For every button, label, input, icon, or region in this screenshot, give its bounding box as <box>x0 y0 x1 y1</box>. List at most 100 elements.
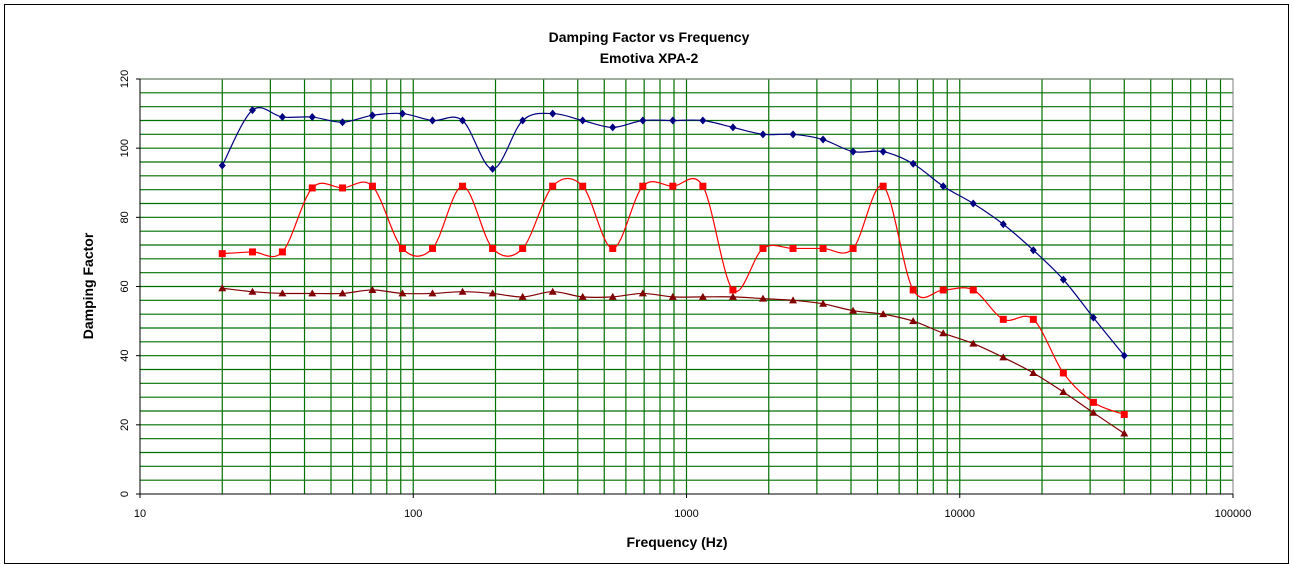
data-point-square <box>428 244 436 252</box>
data-point-triangle <box>518 292 527 300</box>
chart-title: Damping Factor vs Frequency <box>549 29 750 45</box>
data-point-square <box>368 182 376 190</box>
data-point-square <box>969 286 977 294</box>
data-point-diamond <box>909 159 917 168</box>
data-point-triangle <box>909 317 918 325</box>
y-tick-label: 80 <box>119 211 131 223</box>
data-point-diamond <box>519 116 527 125</box>
data-point-triangle <box>398 289 407 297</box>
data-point-square <box>1089 398 1097 406</box>
data-point-diamond <box>669 116 677 125</box>
grid <box>140 78 1233 494</box>
data-point-square <box>278 248 286 256</box>
data-point-triangle <box>698 292 707 300</box>
data-point-square <box>549 182 557 190</box>
y-tick-label: 20 <box>119 419 131 431</box>
data-point-triangle <box>819 299 828 307</box>
data-point-triangle <box>758 294 767 302</box>
data-point-square <box>579 182 587 190</box>
data-point-diamond <box>819 135 827 144</box>
data-point-triangle <box>608 292 617 300</box>
data-point-diamond <box>579 116 587 125</box>
data-point-diamond <box>999 220 1007 229</box>
y-tick-label: 120 <box>119 70 131 88</box>
data-point-square <box>459 182 467 190</box>
data-point-triangle <box>548 287 557 295</box>
data-point-square <box>489 244 497 252</box>
data-point-diamond <box>428 116 436 125</box>
series-group <box>218 106 1129 437</box>
data-point-diamond <box>939 182 947 191</box>
data-point-square <box>218 250 226 258</box>
data-point-square <box>849 244 857 252</box>
data-point-triangle <box>728 292 737 300</box>
data-point-triangle <box>939 329 948 337</box>
y-tick-label: 60 <box>119 280 131 292</box>
data-point-square <box>699 182 707 190</box>
data-point-diamond <box>248 106 256 115</box>
y-tick-label: 40 <box>119 350 131 362</box>
series-2 <box>218 177 1128 418</box>
data-point-diamond <box>398 109 406 118</box>
data-point-diamond <box>368 111 376 120</box>
data-point-triangle <box>338 289 347 297</box>
data-point-triangle <box>638 289 647 297</box>
data-point-triangle <box>789 296 798 304</box>
data-point-square <box>909 286 917 294</box>
data-point-diamond <box>549 109 557 118</box>
y-axis-label: Damping Factor <box>80 232 96 339</box>
series-3 <box>218 284 1129 437</box>
data-point-diamond <box>879 147 887 156</box>
data-point-square <box>1029 315 1037 323</box>
data-point-triangle <box>428 289 437 297</box>
data-point-square <box>519 244 527 252</box>
data-point-square <box>339 184 347 192</box>
data-point-diamond <box>489 164 497 173</box>
data-point-diamond <box>849 147 857 156</box>
data-point-triangle <box>278 289 287 297</box>
x-tick-label: 10 <box>134 508 146 520</box>
x-tick-label: 10000 <box>944 508 975 520</box>
y-tick-label: 0 <box>119 491 131 497</box>
data-point-triangle <box>578 292 587 300</box>
data-point-square <box>819 244 827 252</box>
data-point-square <box>609 244 617 252</box>
y-tick-label: 100 <box>119 139 131 157</box>
data-point-diamond <box>278 113 286 122</box>
data-point-diamond <box>459 116 467 125</box>
x-axis-label: Frequency (Hz) <box>626 534 727 550</box>
data-point-diamond <box>789 130 797 139</box>
data-point-square <box>1120 410 1128 418</box>
data-point-triangle <box>668 292 677 300</box>
data-point-square <box>398 244 406 252</box>
x-tick-label: 100 <box>404 508 422 520</box>
data-point-diamond <box>609 123 617 132</box>
data-point-diamond <box>339 118 347 127</box>
data-point-triangle <box>1089 408 1098 416</box>
x-tick-label: 1000 <box>674 508 698 520</box>
data-point-triangle <box>999 353 1008 361</box>
data-point-diamond <box>969 199 977 208</box>
data-point-square <box>759 244 767 252</box>
data-point-diamond <box>699 116 707 125</box>
x-tick-label: 100000 <box>1215 508 1252 520</box>
data-point-triangle <box>1059 387 1068 395</box>
chart-subtitle: Emotiva XPA-2 <box>600 50 699 66</box>
data-point-square <box>248 248 256 256</box>
data-point-diamond <box>639 116 647 125</box>
data-point-diamond <box>308 113 316 122</box>
ticks: 10 100 1000 10000 100000 0 20 40 60 80 100 120 <box>119 70 1251 520</box>
data-point-square <box>729 286 737 294</box>
data-point-triangle <box>1120 429 1129 437</box>
data-point-diamond <box>1089 313 1097 322</box>
data-point-triangle <box>368 285 377 293</box>
data-point-diamond <box>729 123 737 132</box>
data-point-triangle <box>248 287 257 295</box>
series-1 <box>218 106 1128 360</box>
data-point-square <box>308 184 316 192</box>
data-point-square <box>669 182 677 190</box>
data-point-triangle <box>1029 368 1038 376</box>
data-point-square <box>639 182 647 190</box>
data-point-diamond <box>1120 351 1128 360</box>
